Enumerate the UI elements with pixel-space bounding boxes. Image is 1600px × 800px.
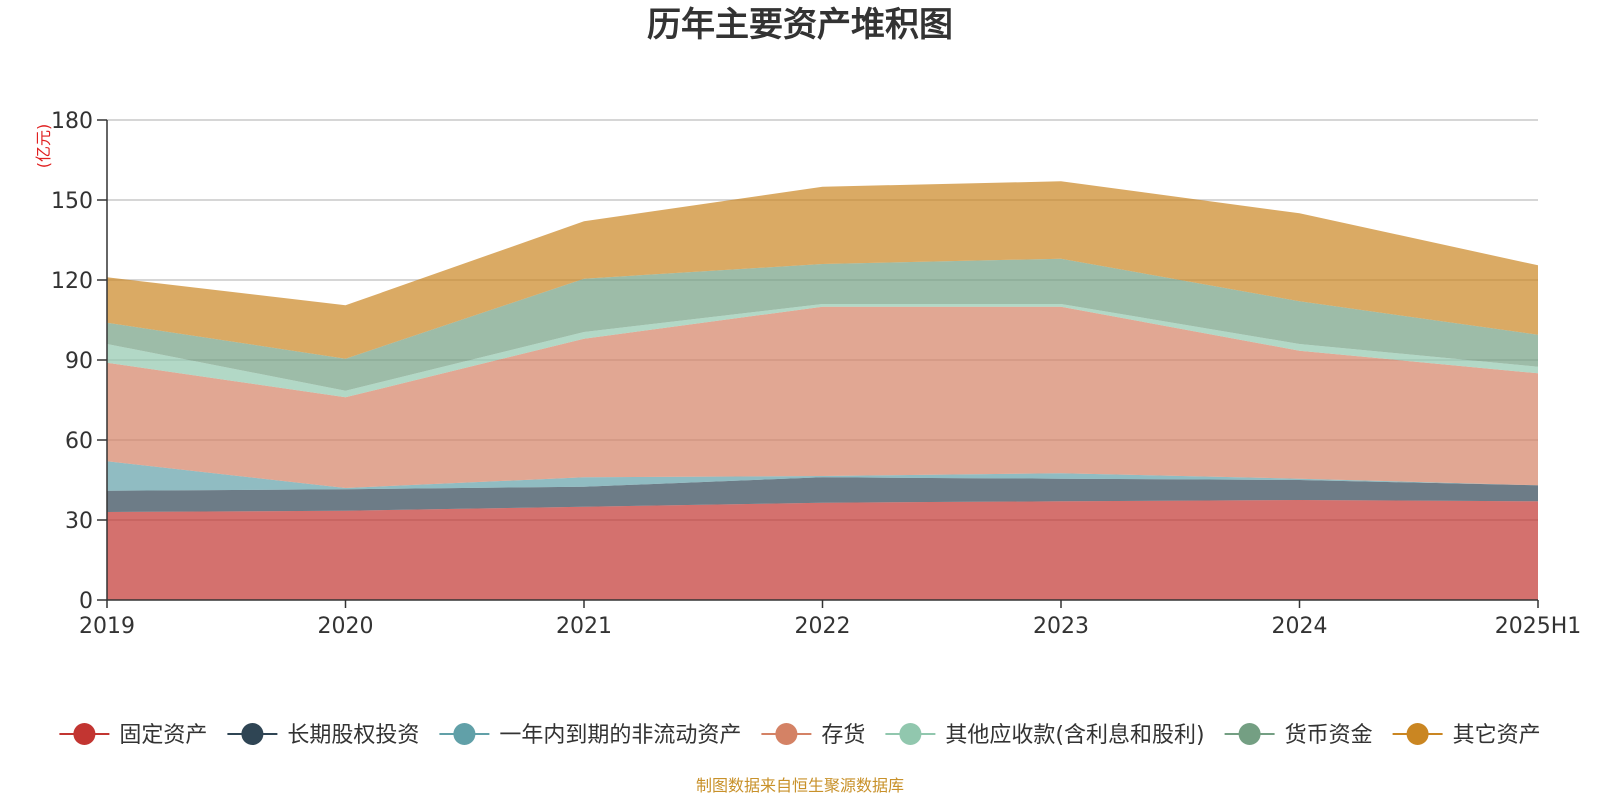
area-series xyxy=(107,181,1538,359)
legend-item[interactable]: 其它资产 xyxy=(1392,723,1541,748)
x-tick-label: 2019 xyxy=(79,614,135,639)
legend-circle-icon xyxy=(899,723,922,745)
area-series xyxy=(107,306,1538,488)
area-series xyxy=(107,500,1538,600)
legend-circle-icon xyxy=(775,723,798,745)
legend-item[interactable]: 货币资金 xyxy=(1224,723,1373,748)
legend-circle-icon xyxy=(73,723,96,745)
y-tick-label: 120 xyxy=(51,269,93,294)
x-tick-label: 2025H1 xyxy=(1495,614,1582,639)
legend[interactable]: 固定资产 长期股权投资 一年内到期的非流动资产 存货 其他应收款(含利息和股利) 货币资金… xyxy=(59,723,1541,748)
legend-item[interactable]: 一年内到期的非流动资产 xyxy=(439,723,741,748)
legend-item[interactable]: 存货 xyxy=(761,723,865,748)
area-series xyxy=(107,477,1538,512)
x-tick-label: 2020 xyxy=(318,614,374,639)
y-axis-unit-label: (亿元) xyxy=(34,124,53,169)
legend-label: 长期股权投资 xyxy=(287,723,419,748)
legend-label: 一年内到期的非流动资产 xyxy=(499,723,741,748)
legend-label: 固定资产 xyxy=(119,723,207,748)
x-tick-label: 2022 xyxy=(795,614,851,639)
legend-circle-icon xyxy=(241,723,264,745)
legend-circle-icon xyxy=(1406,723,1429,745)
axes: 0 30 60 90 120 150 180 2019 2020 2021 2022 2023 2024… xyxy=(51,109,1581,639)
area-series xyxy=(107,258,1538,391)
legend-item[interactable]: 固定资产 xyxy=(59,723,207,748)
legend-circle-icon xyxy=(453,723,476,745)
legend-label: 其它资产 xyxy=(1453,723,1541,748)
area-series xyxy=(107,304,1538,398)
y-tick-label: 150 xyxy=(51,189,93,214)
y-tick-label: 0 xyxy=(79,589,93,614)
legend-label: 货币资金 xyxy=(1285,723,1373,748)
x-tick-label: 2023 xyxy=(1033,614,1089,639)
legend-circle-icon xyxy=(1238,723,1261,745)
legend-label: 其他应收款(含利息和股利) xyxy=(945,723,1204,748)
y-tick-label: 60 xyxy=(65,429,93,454)
chart-title: 历年主要资产堆积图 xyxy=(647,5,953,45)
legend-item[interactable]: 其他应收款(含利息和股利) xyxy=(885,723,1205,748)
y-tick-label: 30 xyxy=(65,509,93,534)
legend-item[interactable]: 长期股权投资 xyxy=(227,723,419,748)
y-tick-label: 180 xyxy=(51,109,93,134)
legend-label: 存货 xyxy=(821,723,865,748)
series-areas xyxy=(107,181,1538,600)
source-note: 制图数据来自恒生聚源数据库 xyxy=(696,776,904,795)
y-tick-label: 90 xyxy=(65,349,93,374)
x-tick-label: 2021 xyxy=(556,614,612,639)
x-tick-label: 2024 xyxy=(1272,614,1328,639)
